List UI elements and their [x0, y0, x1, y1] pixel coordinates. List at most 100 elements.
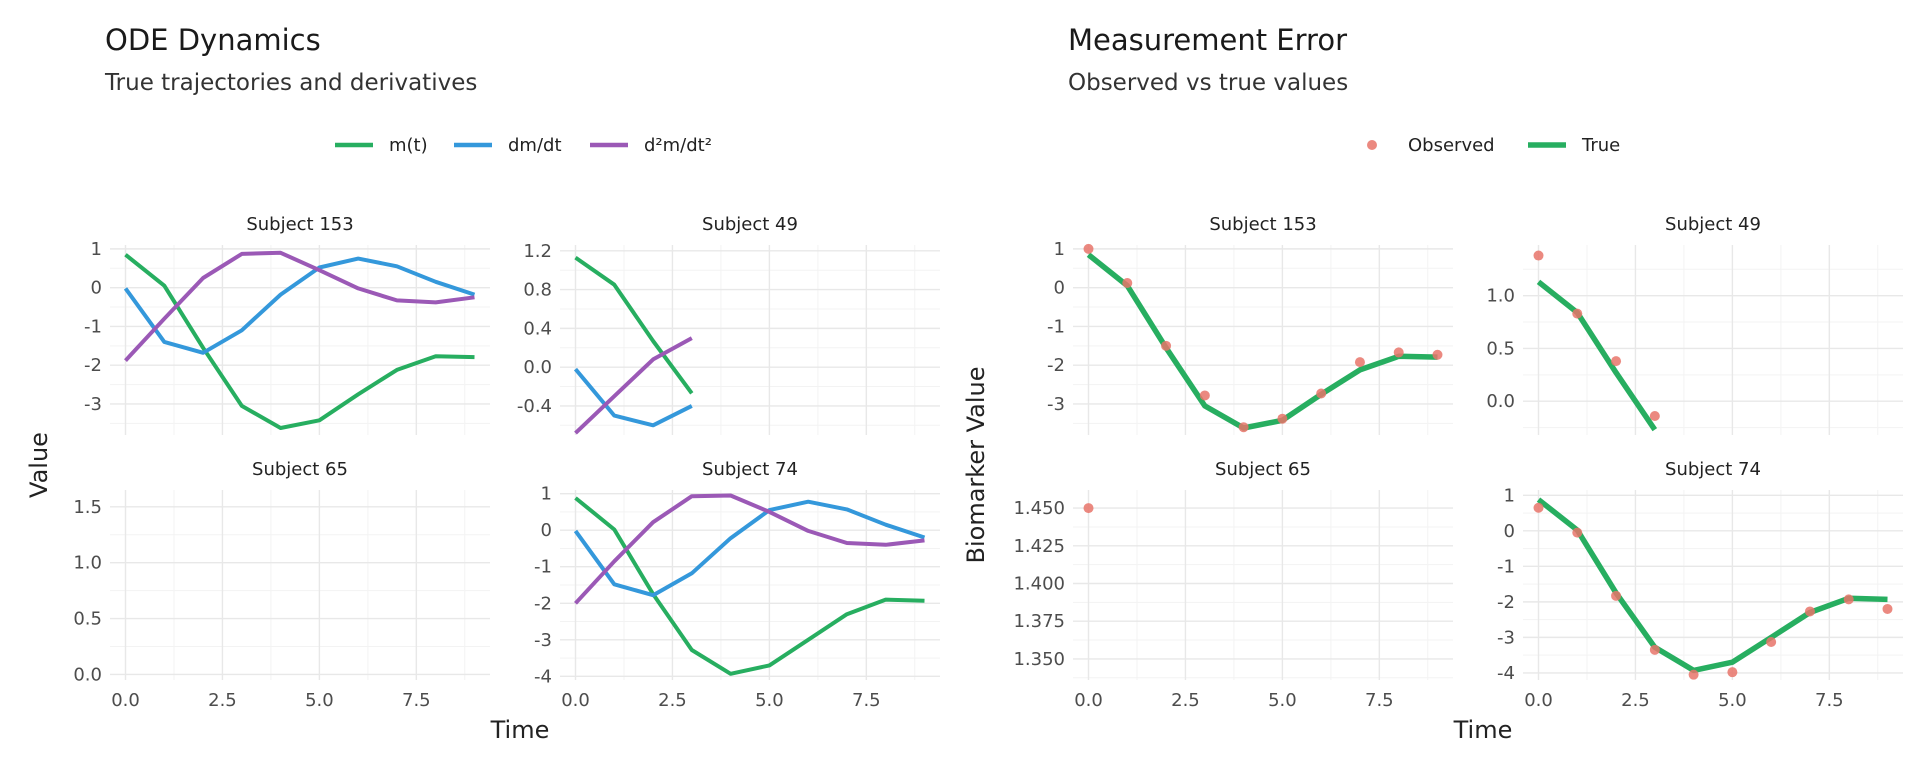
y-tick-label: -3 [84, 394, 102, 415]
legend-label-dmdt: dm/dt [508, 135, 562, 156]
observed-point [1354, 357, 1365, 368]
y-tick-label: -4 [534, 666, 552, 687]
series-line-dmdt [124, 250, 475, 362]
x-tick-label: 7.5 [402, 690, 431, 711]
left-y-axis-title: Value [25, 432, 53, 498]
y-tick-label: -3 [1497, 627, 1515, 648]
y-tick-label: 0.5 [1486, 338, 1515, 359]
y-tick-label: 0.4 [523, 318, 552, 339]
panel-strip-label: Subject 74 [1665, 459, 1761, 480]
panel-1-0: Subject 153 1 0 -1 -2 -3 [1047, 214, 1453, 435]
panel-strip-label: Subject 153 [246, 214, 353, 235]
y-tick-label: 1.2 [523, 241, 552, 262]
y-tick-label: -1 [1047, 316, 1065, 337]
panel-strip-label: Subject 65 [1215, 459, 1311, 480]
observed-point [1804, 606, 1815, 617]
series-line-mt [124, 253, 475, 430]
observed-point [1843, 594, 1854, 605]
observed-point [1199, 390, 1210, 401]
true-line [1536, 497, 1888, 674]
y-tick-label: 0.0 [1486, 391, 1515, 412]
y-tick-label: 1 [541, 484, 552, 505]
observed-point [1122, 278, 1133, 288]
left-x-axis-title: Time [490, 716, 550, 744]
right-legend: Observed True [1367, 135, 1620, 156]
x-tick-label: 0.0 [1524, 690, 1553, 711]
series-line-dmdt [573, 499, 926, 598]
observed-point [1649, 644, 1660, 655]
observed-point [1572, 527, 1583, 538]
y-tick-label: 1.5 [73, 497, 102, 518]
y-tick-label: 1.0 [73, 553, 102, 574]
y-tick-label: -1 [1497, 556, 1515, 577]
panel-1-3: Subject 74 1 0 -1 -2 -3 -4 0.0 2.5 5.0 7.5 [1497, 459, 1903, 711]
observed-point [1882, 603, 1893, 614]
panel-1-2: Subject 65 1.450 1.425 1.400 1.375 1.350 0.0 2.… [1013, 459, 1453, 711]
panel-strip-label: Subject 153 [1209, 214, 1316, 235]
left-chart-subtitle: True trajectories and derivatives [104, 70, 477, 96]
y-tick-label: -1 [534, 557, 552, 578]
y-tick-label: 1.450 [1013, 498, 1065, 519]
panel-data [1533, 250, 1660, 432]
right-y-axis-title: Biomarker Value [962, 367, 990, 564]
panel-strip-label: Subject 49 [1665, 214, 1761, 235]
observed-point [1277, 413, 1288, 424]
panel-0-3: Subject 74 1 0 -1 -2 -3 -4 0.0 2.5 5.0 7.5 [534, 459, 940, 711]
y-tick-label: 1.400 [1013, 573, 1065, 594]
panel-data [123, 250, 476, 430]
series-line-dmdt [574, 493, 925, 605]
legend-label-d2mdt2: d²m/dt² [644, 135, 712, 156]
legend-key-observed [1367, 140, 1377, 150]
x-tick-label: 2.5 [1621, 690, 1650, 711]
y-tick-label: -3 [534, 630, 552, 651]
y-tick-label: 1 [1054, 239, 1065, 260]
y-tick-label: -2 [1047, 355, 1065, 376]
x-tick-label: 5.0 [1718, 690, 1747, 711]
x-tick-label: 2.5 [1171, 690, 1200, 711]
series-line-dmdt [574, 336, 693, 435]
observed-point [1393, 347, 1404, 358]
panel-0-1: Subject 49 1.2 0.8 0.4 0.0 -0.4 [517, 214, 940, 435]
observed-point [1161, 340, 1172, 351]
panel-1-1: Subject 49 1.0 0.5 0.0 [1486, 214, 1903, 435]
series-line-mt [574, 255, 694, 395]
y-tick-label: 1 [91, 239, 102, 260]
y-tick-label: 1.425 [1013, 536, 1065, 557]
x-tick-label: 7.5 [852, 690, 881, 711]
panel-0-0: Subject 153 1 0 -1 -2 -3 [84, 214, 490, 435]
x-tick-label: 5.0 [305, 690, 334, 711]
y-tick-label: -2 [84, 355, 102, 376]
panel-strip-label: Subject 49 [702, 214, 798, 235]
observed-point [1432, 349, 1443, 360]
panel-strip-label: Subject 74 [702, 459, 798, 480]
right-chart-subtitle: Observed vs true values [1068, 70, 1348, 96]
panel-data [1083, 243, 1443, 433]
observed-point [1533, 502, 1544, 513]
right-chart-title: Measurement Error [1068, 23, 1347, 57]
y-tick-label: 0.5 [73, 609, 102, 630]
observed-point [1533, 250, 1544, 261]
legend-label-m: m(t) [389, 135, 428, 156]
y-tick-label: 1.0 [1486, 286, 1515, 307]
panel-data [573, 493, 926, 676]
observed-point [1572, 308, 1583, 319]
panel-strip-label: Subject 65 [252, 459, 348, 480]
panel-data [573, 255, 694, 435]
observed-point [1611, 590, 1622, 601]
y-tick-label: 1.350 [1013, 649, 1065, 670]
true-line [1086, 252, 1438, 431]
panel-data [1083, 503, 1094, 514]
x-tick-label: 0.0 [1074, 690, 1103, 711]
legend-label-observed: Observed [1408, 135, 1495, 156]
observed-point [1083, 503, 1094, 514]
observed-point [1083, 243, 1094, 254]
y-tick-label: 0 [91, 278, 102, 299]
observed-point [1316, 388, 1327, 399]
x-tick-label: 0.0 [561, 690, 590, 711]
panel-data [1533, 497, 1893, 680]
y-tick-label: 1 [1504, 485, 1515, 506]
series-line-dmdt [573, 367, 693, 428]
left-chart-title: ODE Dynamics [105, 23, 321, 57]
y-tick-label: -2 [534, 593, 552, 614]
